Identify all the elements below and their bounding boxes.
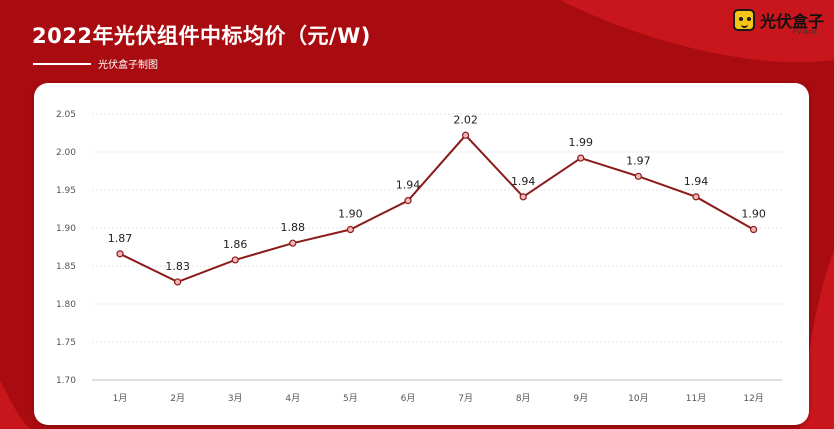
data-point: [404, 197, 412, 205]
data-point: [174, 278, 182, 286]
data-label: 1.99: [569, 136, 594, 149]
x-tick-label: 8月: [516, 393, 531, 404]
x-tick-label: 1月: [113, 393, 128, 404]
smiley-box-icon: [733, 9, 755, 31]
data-label: 1.97: [626, 154, 651, 167]
data-label: 1.83: [165, 260, 190, 273]
y-tick-label: 1.80: [56, 300, 76, 310]
data-label: 1.94: [511, 175, 536, 188]
data-point: [577, 154, 585, 162]
data-point: [116, 250, 124, 258]
x-tick-label: 7月: [458, 393, 473, 404]
data-label: 1.86: [223, 238, 248, 251]
brand-logo: 光伏盒子 PV-BOX: [733, 6, 829, 42]
data-point: [634, 172, 643, 180]
y-tick-label: 2.05: [56, 110, 76, 120]
data-label: 2.02: [453, 113, 478, 126]
y-tick-label: 1.95: [56, 186, 76, 196]
data-label: 1.90: [741, 208, 766, 221]
data-point: [519, 193, 527, 201]
x-tick-label: 3月: [228, 393, 243, 404]
page-subtitle: 光伏盒子制图: [98, 60, 158, 71]
data-labels: 1.87 1.83 1.86 1.88 1.90 1.94 2.02 1.94 1.99 1.97…: [108, 113, 766, 273]
x-tick-label: 6月: [401, 393, 416, 404]
data-label: 1.88: [281, 221, 306, 234]
data-points: [116, 131, 758, 286]
data-point: [231, 256, 239, 264]
data-point: [749, 225, 758, 234]
data-label: 1.94: [684, 175, 709, 188]
x-tick-label: 9月: [573, 393, 588, 404]
subtitle-divider: [33, 63, 91, 65]
chart-panel: [34, 83, 809, 425]
x-tick-label: 4月: [285, 393, 300, 404]
y-tick-label: 1.85: [56, 262, 76, 272]
logo-name: 光伏盒子: [760, 12, 825, 31]
data-point: [462, 131, 470, 139]
x-tick-label: 5月: [343, 393, 358, 404]
line-chart: 1.70 1.75 1.80 1.85 1.90 1.95 2.00 2.05 1月 2月 3月 4…: [56, 110, 782, 404]
x-tick-label: 10月: [628, 393, 648, 404]
x-tick-label: 11月: [686, 393, 706, 404]
data-point: [692, 193, 700, 201]
x-tick-label: 12月: [743, 393, 763, 404]
y-axis-ticks: 1.70 1.75 1.80 1.85 1.90 1.95 2.00 2.05: [56, 110, 76, 386]
series-line: [119, 133, 755, 284]
x-axis-ticks: 1月 2月 3月 4月 5月 6月 7月 8月 9月 10月 11月 12月: [113, 393, 764, 404]
page-title: 2022年光伏组件中标均价（元/W): [32, 24, 371, 48]
data-label: 1.87: [108, 232, 133, 245]
y-tick-label: 1.70: [56, 376, 76, 386]
y-tick-label: 1.90: [56, 224, 76, 234]
x-tick-label: 2月: [170, 393, 185, 404]
y-tick-label: 1.75: [56, 338, 76, 348]
logo-subtext: PV-BOX: [793, 29, 818, 36]
y-tick-label: 2.00: [56, 148, 76, 158]
data-point: [346, 225, 354, 234]
data-label: 1.94: [396, 179, 421, 192]
data-point: [289, 239, 297, 247]
data-label: 1.90: [338, 208, 363, 221]
gridlines: [92, 113, 782, 381]
